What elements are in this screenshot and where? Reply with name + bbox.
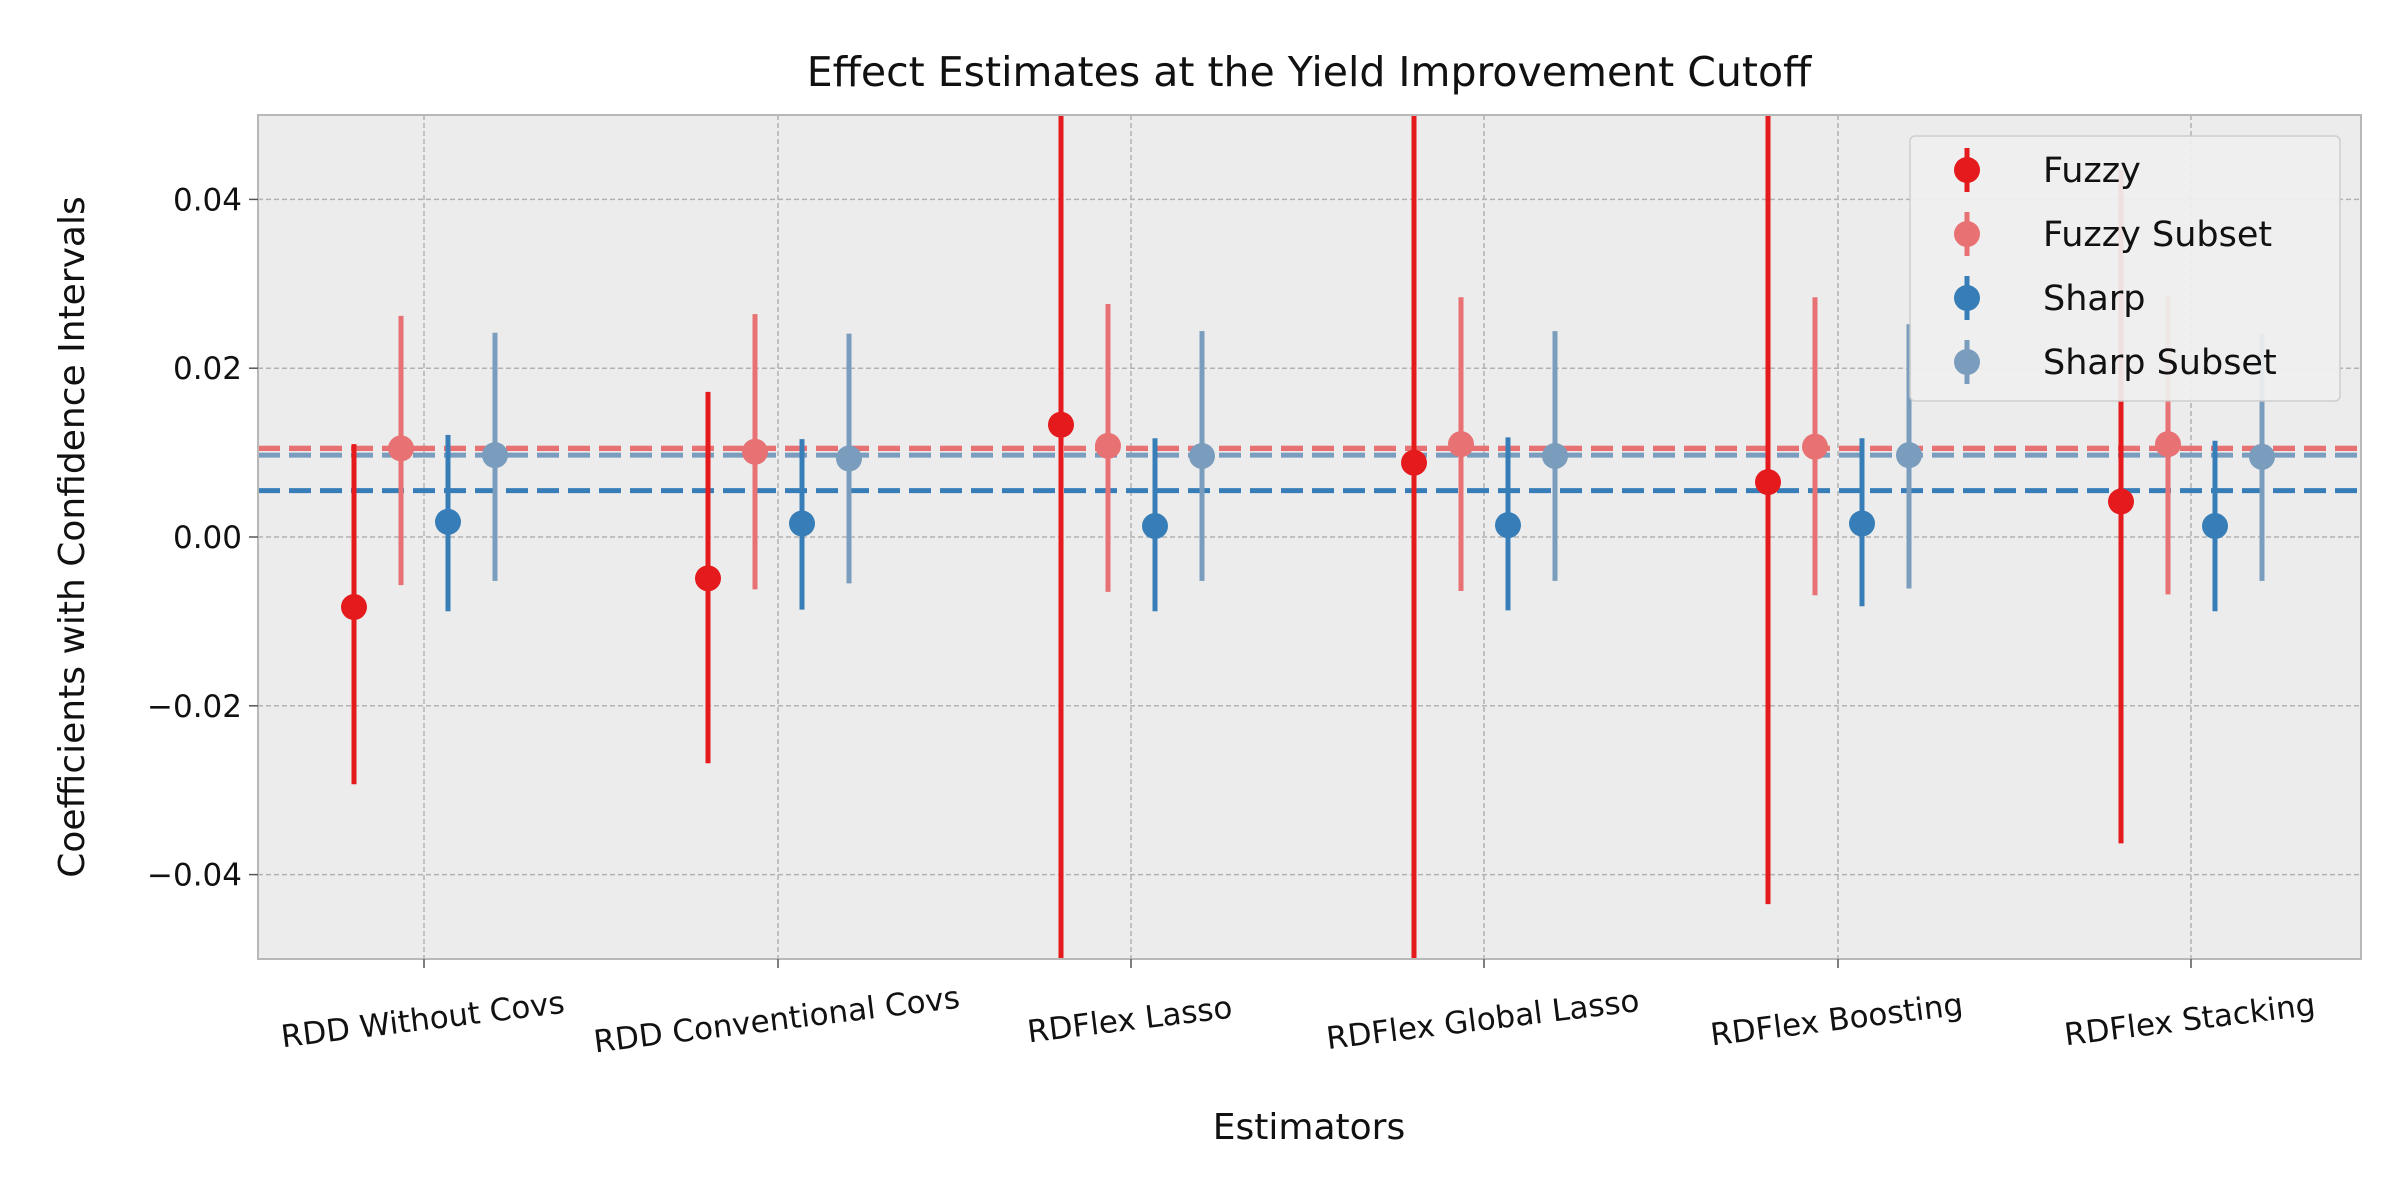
chart-title: Effect Estimates at the Yield Improvemen… [807,48,1813,96]
reference-lines [258,445,2361,494]
y-tick-label: 0.02 [173,351,242,387]
data-point [1802,433,1828,460]
data-point [1495,512,1521,539]
legend: Fuzzy Fuzzy Subset Sharp Sharp Subset [1909,135,2341,402]
data-point [789,510,815,537]
legend-marker [1954,221,1980,247]
legend-marker [1954,157,1980,183]
data-point [1048,411,1074,438]
data-point [1448,431,1474,458]
data-point [1095,432,1121,459]
y-tick-label: −0.02 [147,689,242,725]
legend-box [1909,135,2341,402]
data-point [435,508,461,535]
data-point [2249,443,2275,470]
data-point [1896,442,1922,469]
data-point [2108,488,2134,515]
legend-label: Fuzzy Subset [2043,215,2272,255]
y-tick-label: 0.04 [173,182,242,218]
legend-marker [1954,285,1980,311]
data-point [341,594,367,621]
y-tick-label: −0.04 [147,858,242,894]
data-point [1542,442,1568,469]
series-layer [341,115,2275,959]
data-point [2202,513,2228,540]
legend-label: Fuzzy [2043,151,2141,191]
legend-label: Sharp Subset [2043,343,2277,383]
data-point [2155,431,2181,458]
legend-label: Sharp [2043,279,2145,319]
data-point [1849,510,1875,537]
data-point [742,438,768,465]
y-axis-label: Coefficients with Confidence Intervals [52,196,93,878]
data-point [1401,449,1427,476]
data-point [1189,442,1215,469]
x-axis-label: Estimators [1213,1107,1405,1148]
data-point [1142,513,1168,540]
legend-marker [1954,349,1980,375]
data-point [1755,469,1781,496]
data-point [482,442,508,469]
data-point [836,445,862,472]
data-point [388,435,414,462]
data-point [695,565,721,592]
y-tick-label: 0.00 [173,520,242,556]
